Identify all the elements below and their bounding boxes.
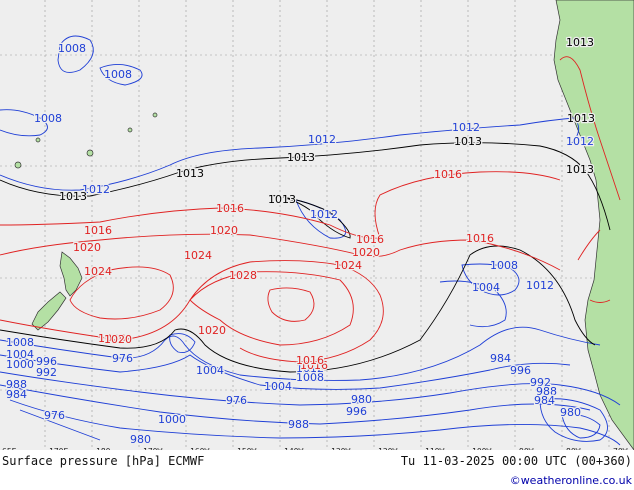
isobar-label: 1020 [98, 332, 126, 345]
isobar-label: 988 [536, 385, 557, 398]
isobar-label: 1012 [452, 121, 480, 134]
isobar-label: 1013 [176, 167, 204, 180]
graticule [0, 0, 634, 450]
isobar-label: 1013 [566, 163, 594, 176]
isobar-label: 980 [130, 433, 151, 446]
isobar-label: 1012 [526, 279, 554, 292]
isobar-label: 1012 [82, 183, 110, 196]
isobar-label: 1012 [310, 208, 338, 221]
isobar-label: 1012 [308, 133, 336, 146]
isobar-label: 1008 [58, 42, 86, 55]
isobar-label: 980 [560, 406, 581, 419]
isobar-label: 1008 [34, 112, 62, 125]
south-america-land [553, 0, 634, 451]
isobar-label: 1024 [334, 259, 362, 272]
isobar-label: 1020 [104, 333, 132, 346]
isobar-label: 1008 [6, 336, 34, 349]
isobar-label: 1000 [6, 358, 34, 371]
footer-band [0, 450, 634, 490]
isobar-label: 1016 [216, 202, 244, 215]
island-vanuatu [35, 137, 41, 143]
isobar-label: 1016 [434, 168, 462, 181]
isobar-label: 1024 [184, 249, 212, 262]
isobar-label: 1004 [472, 281, 500, 294]
isobar-label: 1008 [490, 259, 518, 272]
isobar-label: 1016 [296, 354, 324, 367]
isobar-label: 984 [6, 388, 27, 401]
isobar-label: 1004 [6, 348, 34, 361]
isobar-label: 1008 [296, 371, 324, 384]
isobar-label: 1024 [84, 265, 112, 278]
island-nc [14, 161, 22, 169]
isobar-label: 1020 [352, 246, 380, 259]
isobar-label: 996 [510, 364, 531, 377]
valid-time: Tu 11-03-2025 00:00 UTC (00+360) [401, 454, 632, 468]
island-fiji [86, 149, 94, 157]
isobar-label: 1013 [567, 112, 595, 125]
land-masses [14, 0, 634, 451]
isobar-label: 1020 [73, 241, 101, 254]
low-pressure-isobars [0, 35, 621, 446]
isobar-label: 1013 [287, 151, 315, 164]
isobar-label: 984 [490, 352, 511, 365]
isobar-label: 1016 [300, 359, 328, 372]
isobar-label: 984 [534, 394, 555, 407]
isobar-label: 1028 [229, 269, 257, 282]
island-samoa [152, 112, 158, 118]
isobar-label: 996 [346, 405, 367, 418]
isobar-label: 988 [288, 418, 309, 431]
isobar-label: 1004 [264, 380, 292, 393]
isobar-label: 1013 [566, 36, 594, 49]
isobar-label: 1013 [454, 135, 482, 148]
ocean-background [0, 0, 634, 450]
isobar-label: 1020 [198, 324, 226, 337]
isobar-label: 1008 [104, 68, 132, 81]
map-title: Surface pressure [hPa] ECMWF [2, 454, 204, 468]
isobar-label: 1013 [59, 190, 87, 203]
isobar-label: 976 [226, 394, 247, 407]
isobar-label: 980 [351, 393, 372, 406]
isobar-label: 992 [530, 376, 551, 389]
isobar-label: 1000 [158, 413, 186, 426]
high-pressure-isobars [0, 56, 621, 363]
isobar-label: 1020 [210, 224, 238, 237]
isobar-label: 976 [44, 409, 65, 422]
isobar-label: 1012 [566, 135, 594, 148]
isobar-label: 988 [6, 378, 27, 391]
reference-isobar-1013 [0, 142, 611, 373]
nz-south-island [31, 291, 67, 331]
credit-link[interactable]: ©weatheronline.co.uk [510, 474, 633, 487]
isobar-label: 1012 [296, 362, 324, 375]
isobar-label: 1016 [466, 232, 494, 245]
isobar-labels: 1008100810081012101210121012101310131013… [5, 35, 597, 448]
isobar-label: 1013 [268, 193, 296, 206]
isobar-label: 1004 [196, 364, 224, 377]
isobar-label: 996 [36, 355, 57, 368]
isobar-label: 976 [112, 352, 133, 365]
isobar-label: 1016 [356, 233, 384, 246]
isobar-label: 992 [36, 366, 57, 379]
nz-north-island [59, 251, 83, 297]
isobar-label: 1016 [84, 224, 112, 237]
island-tonga [127, 127, 133, 133]
